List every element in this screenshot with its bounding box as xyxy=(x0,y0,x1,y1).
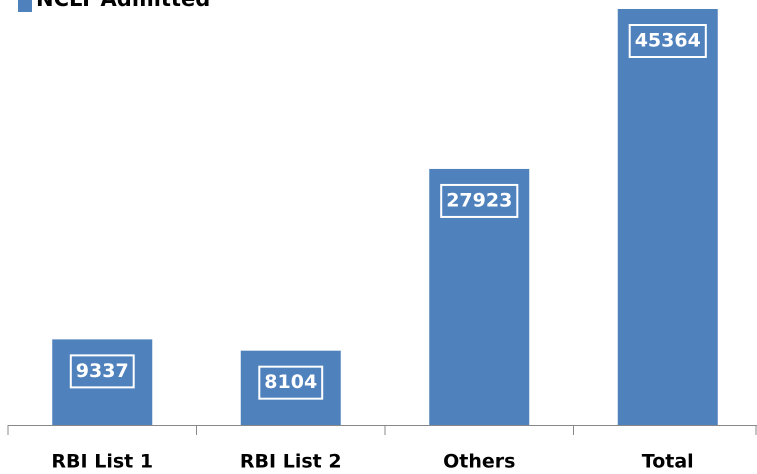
x-tick-label: RBI List 1 xyxy=(51,451,153,473)
legend-swatch xyxy=(18,0,32,12)
bar xyxy=(240,350,341,425)
x-tick-label: Others xyxy=(443,451,515,473)
x-tick-label: RBI List 2 xyxy=(240,451,342,473)
value-label: 45364 xyxy=(635,30,701,52)
x-tick-label: Total xyxy=(642,451,694,473)
value-label-box xyxy=(628,24,707,58)
value-label-box xyxy=(258,365,324,400)
legend-label: NCLT Admitted xyxy=(36,0,210,11)
value-label: 27923 xyxy=(446,189,512,211)
bar xyxy=(52,339,153,425)
value-label-box xyxy=(69,354,135,389)
bar xyxy=(429,168,530,425)
value-label-box xyxy=(440,183,519,218)
value-label: 9337 xyxy=(76,360,129,382)
bar xyxy=(617,9,718,425)
value-label: 8104 xyxy=(264,371,317,393)
